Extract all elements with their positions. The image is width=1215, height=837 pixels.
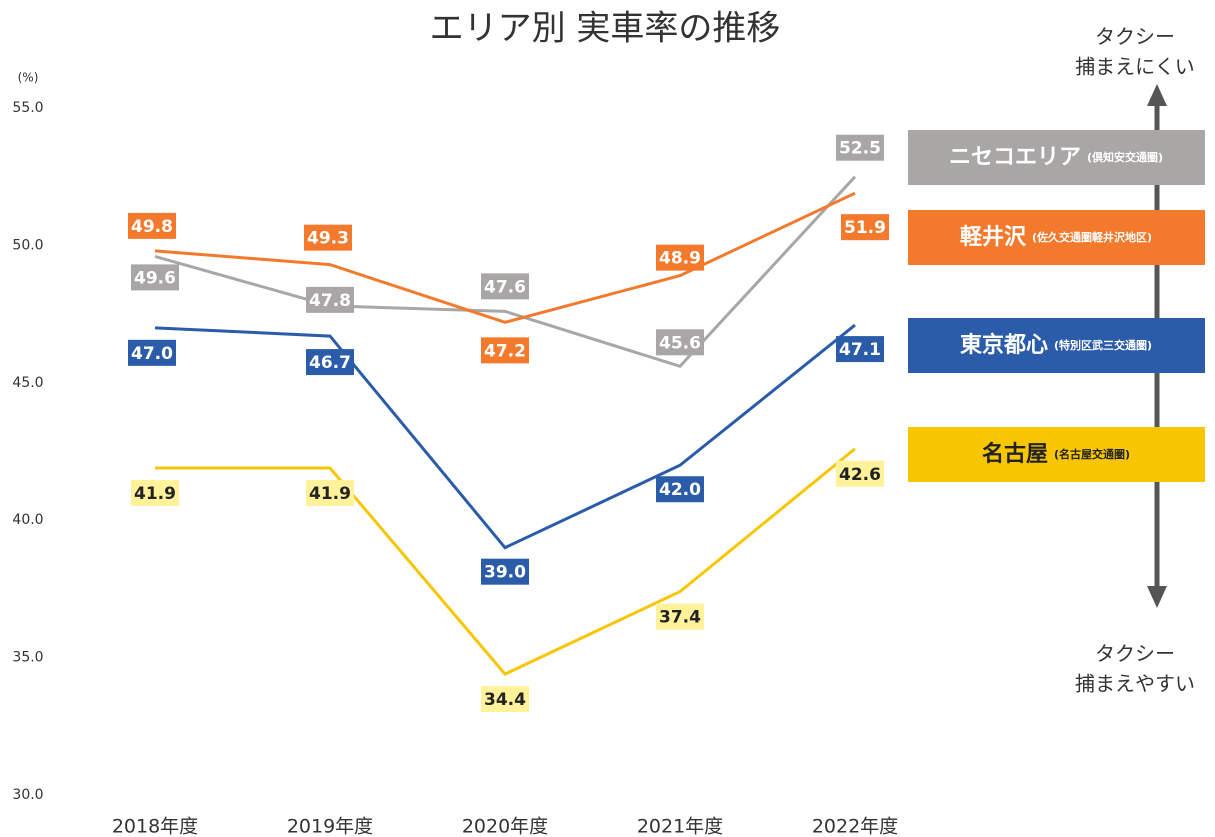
series-line — [154, 191, 856, 324]
legend-area: (倶知安交通圏) — [1087, 150, 1163, 164]
legend-area: (佐久交通圏軽井沢地区) — [1032, 230, 1152, 244]
data-label-box — [481, 273, 529, 300]
legend-name: 軽井沢 — [960, 224, 1027, 250]
legend-box — [908, 318, 1205, 373]
data-label-box — [836, 460, 884, 487]
data-label: 47.8 — [309, 291, 351, 311]
legend-area: (名古屋交通圏) — [1054, 447, 1130, 461]
data-label-box — [481, 686, 529, 713]
x-tick-label: 2019年度 — [287, 816, 373, 837]
y-tick-label: 45.0 — [12, 375, 43, 391]
data-label: 34.4 — [484, 690, 526, 710]
data-label-box — [128, 339, 176, 366]
data-label-box — [306, 349, 354, 376]
data-label-box — [841, 214, 889, 241]
data-label: 39.0 — [484, 563, 526, 583]
x-tick-label: 2020年度 — [462, 816, 548, 837]
y-tick-label: 40.0 — [12, 512, 43, 528]
legend-text: 東京都心 (特別区武三交通圏) — [960, 332, 1152, 358]
series-line — [155, 447, 856, 676]
data-label: 41.9 — [134, 484, 176, 504]
x-tick-label: 2022年度 — [812, 816, 898, 837]
x-tick-label: 2021年度 — [637, 816, 723, 837]
data-label-box — [656, 329, 704, 356]
arrow-head-up — [1147, 84, 1167, 106]
data-label: 51.9 — [844, 218, 886, 238]
legend-name: ニセコエリア — [949, 145, 1081, 170]
data-label: 41.9 — [309, 484, 351, 504]
series-line — [154, 323, 856, 550]
legend-name: 東京都心 — [960, 332, 1048, 358]
legend-area: (特別区武三交通圏) — [1054, 338, 1152, 352]
series-line — [154, 175, 857, 369]
data-label-box — [304, 224, 352, 251]
data-label-box — [131, 264, 179, 291]
annotation: 捕まえにくい — [1075, 55, 1195, 79]
data-label-box — [656, 244, 704, 271]
legend-box — [908, 210, 1205, 265]
legend-name: 名古屋 — [982, 441, 1048, 467]
data-label: 47.2 — [484, 341, 526, 361]
data-label: 47.1 — [839, 340, 881, 360]
data-label: 47.6 — [484, 277, 526, 297]
chart-title: エリア別 実車率の推移 — [430, 9, 781, 49]
legend-box — [908, 130, 1205, 185]
x-tick-label: 2018年度 — [112, 816, 198, 837]
data-label: 48.9 — [659, 249, 701, 269]
data-label: 52.5 — [839, 139, 881, 159]
annotation: 捕まえやすい — [1075, 672, 1195, 696]
data-label-box — [481, 558, 529, 585]
data-label-box — [481, 337, 529, 364]
y-tick-label: 30.0 — [12, 787, 43, 803]
data-label: 42.6 — [839, 465, 881, 485]
data-label: 46.7 — [309, 353, 351, 373]
y-tick-label: 50.0 — [12, 237, 43, 253]
data-label-box — [306, 479, 354, 506]
annotation: タクシー — [1095, 25, 1175, 49]
y-axis-label: (%) — [18, 71, 39, 85]
data-label: 49.6 — [134, 268, 176, 288]
annotation: タクシー — [1095, 642, 1175, 666]
data-label-box — [128, 212, 176, 239]
legend-text: 名古屋 (名古屋交通圏) — [982, 441, 1130, 467]
data-label-box — [836, 336, 884, 363]
data-label-box — [836, 134, 884, 161]
data-label: 49.8 — [131, 217, 173, 237]
legend-text: 軽井沢 (佐久交通圏軽井沢地区) — [960, 224, 1152, 250]
legend-text: ニセコエリア (倶知安交通圏) — [949, 145, 1163, 170]
y-tick-label: 55.0 — [12, 100, 43, 116]
data-label-box — [656, 476, 704, 503]
data-label-box — [131, 479, 179, 506]
data-label: 47.0 — [131, 344, 173, 364]
data-label-box — [306, 286, 354, 313]
arrow-head-down — [1147, 586, 1167, 608]
data-label: 45.6 — [659, 333, 701, 353]
data-label: 37.4 — [659, 608, 701, 628]
y-tick-label: 35.0 — [12, 650, 43, 666]
data-label: 49.3 — [307, 229, 349, 249]
data-label: 42.0 — [659, 480, 701, 500]
data-label-box — [656, 603, 704, 630]
legend-box — [908, 427, 1205, 482]
